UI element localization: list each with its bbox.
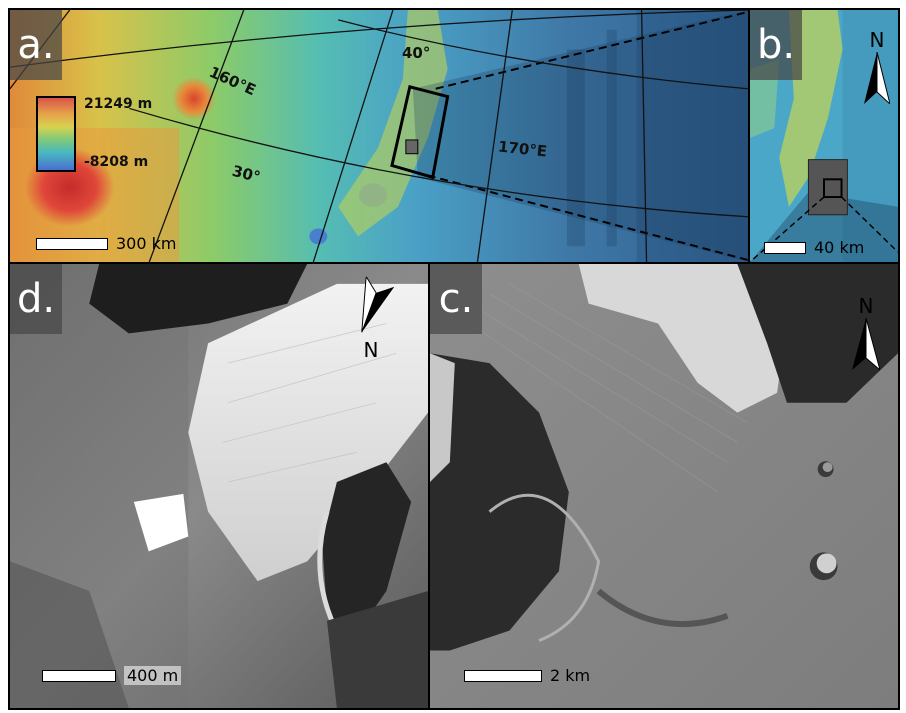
- panel-b-scale-label: 40 km: [814, 238, 865, 257]
- legend-max-label: 21249 m: [84, 96, 153, 112]
- elevation-color-legend: [36, 96, 76, 172]
- legend-min-label: -8208 m: [84, 154, 149, 170]
- latitude-40-label: 40°: [402, 44, 431, 62]
- panel-b-north-label: N: [869, 28, 885, 52]
- panel-a-elevation-map: a. 21249 m -8208 m 160°E 170°E 40° 30° 3…: [8, 8, 750, 264]
- panel-b-map: b. N 40 km: [748, 8, 900, 264]
- north-arrow-icon: [361, 274, 395, 333]
- elevation-map-image: [10, 10, 748, 262]
- panel-d-north-arrow: N: [356, 274, 395, 362]
- panel-c-image: [430, 264, 898, 708]
- panel-c-scale-bar: 2 km: [464, 666, 590, 685]
- panel-a-scale-bar: 300 km: [36, 234, 176, 253]
- north-arrow-icon: [852, 317, 881, 372]
- panel-a-scale-label: 300 km: [116, 234, 177, 253]
- panel-d-scale-label: 400 m: [124, 666, 182, 685]
- panel-a-label: a.: [10, 10, 62, 80]
- panel-b-scale-bar: 40 km: [764, 238, 864, 257]
- panel-d-north-label: N: [363, 338, 379, 362]
- panel-d-scale-bar: 400 m: [42, 666, 182, 685]
- panel-c-label: c.: [430, 264, 482, 334]
- panel-b-label: b.: [750, 10, 802, 80]
- panel-d-label: d.: [10, 264, 62, 334]
- panel-c-scale-label: 2 km: [550, 666, 591, 685]
- north-arrow-icon: [864, 51, 891, 106]
- panel-c-north-arrow: N: [852, 294, 881, 374]
- panel-c-north-label: N: [858, 294, 874, 318]
- panel-d-image: [10, 264, 428, 708]
- panel-c-mars-glacier: c. N 2 km: [428, 262, 900, 710]
- panel-d-terrestrial-glacier: d. N 400 m: [8, 262, 430, 710]
- panel-b-north-arrow: N: [864, 28, 891, 108]
